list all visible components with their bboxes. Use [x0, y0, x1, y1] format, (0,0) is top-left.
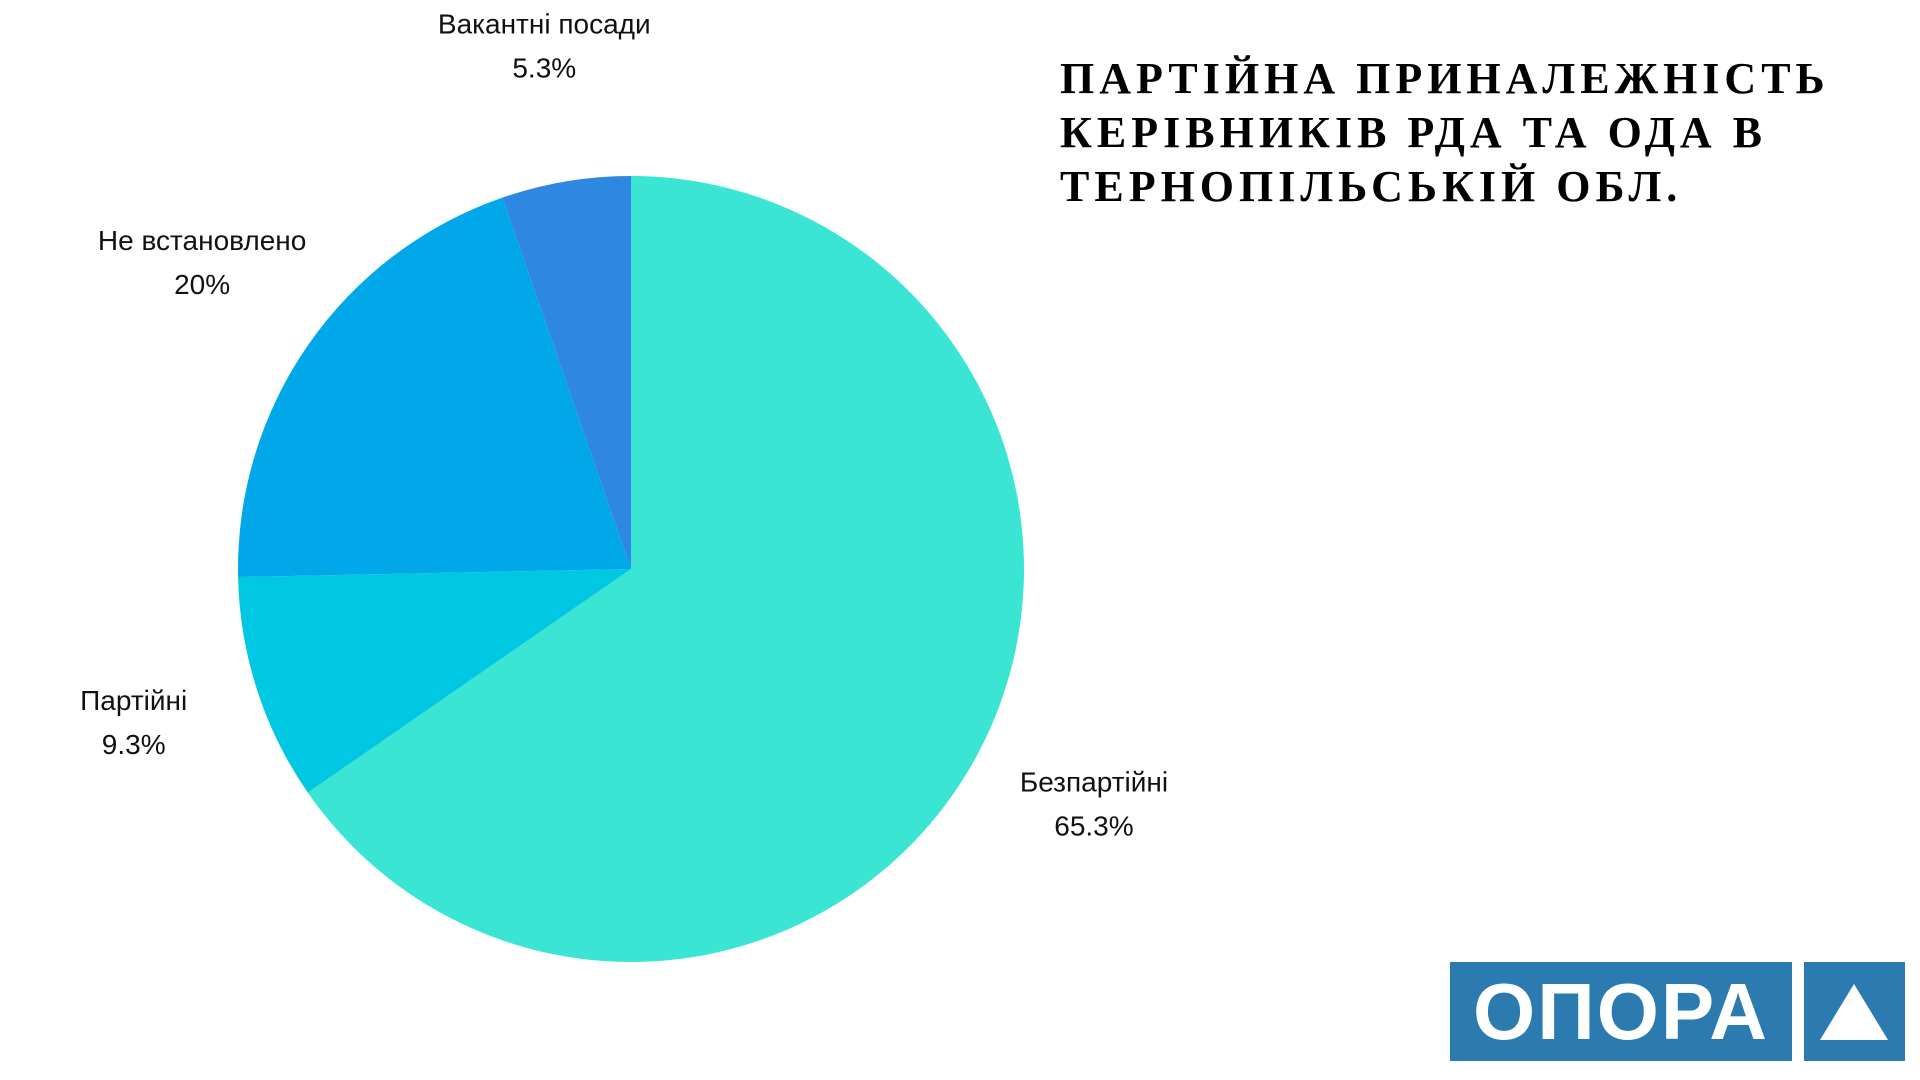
logo-triangle — [1820, 984, 1888, 1040]
slice-label: Вакантні посади — [438, 9, 651, 40]
slice-value-label: 65.3% — [1054, 811, 1133, 842]
pie-slice — [238, 197, 632, 578]
slice-label: Не встановлено — [98, 225, 306, 256]
slice-value-label: 20% — [174, 269, 230, 300]
pie-slice — [238, 569, 632, 793]
slice-value-label: 9.3% — [102, 729, 166, 760]
slice-label: Партійні — [80, 685, 187, 716]
slice-label: Безпартійні — [1020, 767, 1168, 798]
slice-value-label: 5.3% — [512, 53, 576, 84]
pie-slice — [307, 176, 1024, 962]
triangle — [1820, 984, 1888, 1040]
logo: ОПОРА — [1450, 962, 1792, 1061]
logo-mark — [1804, 962, 1905, 1061]
pie-slice — [502, 176, 631, 569]
chart-title: ПАРТІЙНА ПРИНАЛЕЖНІСТЬ КЕРІВНИКІВ РДА ТА… — [1060, 54, 1830, 211]
